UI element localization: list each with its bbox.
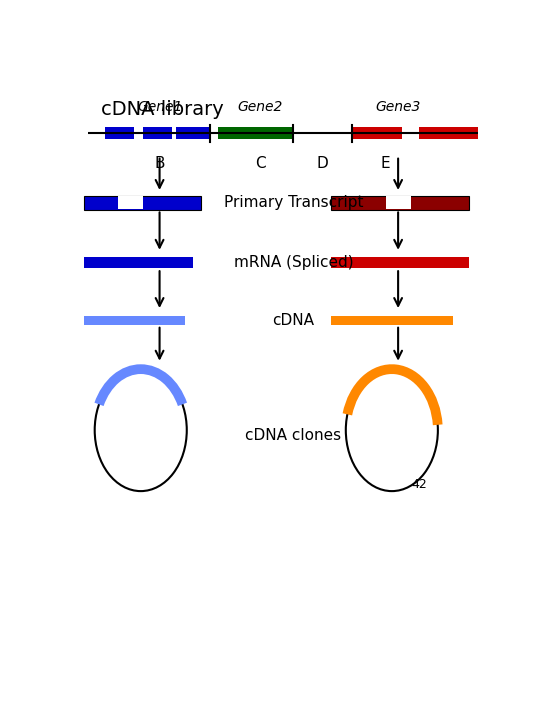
Bar — [218, 127, 294, 139]
Text: Gene1: Gene1 — [137, 100, 183, 114]
Ellipse shape — [346, 369, 438, 491]
Bar — [352, 127, 402, 139]
Bar — [84, 196, 201, 210]
Bar — [118, 197, 143, 210]
Bar — [143, 127, 172, 139]
Text: Gene3: Gene3 — [375, 100, 421, 114]
Ellipse shape — [94, 369, 187, 491]
Text: C: C — [255, 156, 265, 171]
Text: cDNA clones: cDNA clones — [245, 428, 342, 444]
Bar — [176, 127, 210, 139]
Text: mRNA (Spliced): mRNA (Spliced) — [234, 255, 353, 270]
Bar — [331, 316, 453, 325]
Bar — [331, 196, 469, 210]
Text: D: D — [317, 156, 329, 171]
Bar — [331, 257, 469, 269]
Bar — [84, 257, 193, 269]
Text: 42: 42 — [411, 478, 427, 491]
Text: cDNA: cDNA — [273, 313, 314, 328]
Bar — [84, 316, 185, 325]
Bar — [419, 127, 478, 139]
Text: cDNA library: cDNA library — [101, 100, 224, 120]
Bar — [386, 197, 410, 210]
Bar — [105, 127, 134, 139]
Text: Primary Transcript: Primary Transcript — [224, 195, 363, 210]
Text: Gene2: Gene2 — [237, 100, 283, 114]
Text: E: E — [381, 156, 390, 171]
Text: B: B — [154, 156, 165, 171]
